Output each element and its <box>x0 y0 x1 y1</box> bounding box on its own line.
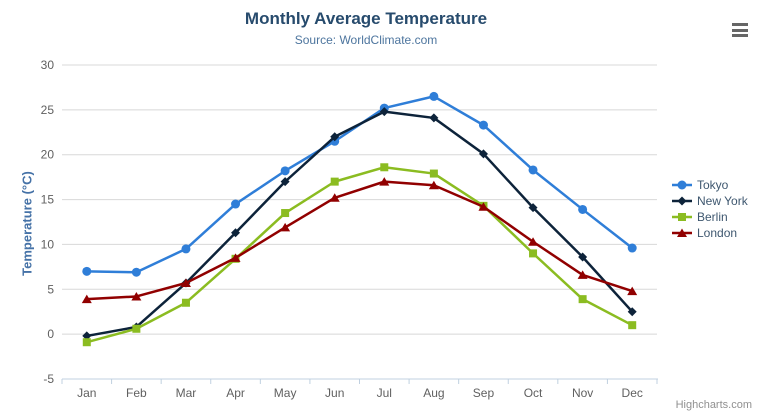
x-axis-tick-label: Nov <box>572 386 593 400</box>
series-tokyo <box>82 91 637 277</box>
x-axis-tick-label: Jan <box>77 386 96 400</box>
x-axis-tick-label: Mar <box>176 386 197 400</box>
legend-label: Berlin <box>697 210 728 224</box>
data-point-circle[interactable] <box>131 267 141 277</box>
data-point-square[interactable] <box>82 338 91 347</box>
data-point-diamond[interactable] <box>677 196 687 206</box>
x-axis-tick-label: May <box>274 386 297 400</box>
data-point-square[interactable] <box>529 249 538 258</box>
x-axis-tick-label: Jul <box>377 386 392 400</box>
data-point-triangle[interactable] <box>577 270 588 279</box>
data-point-triangle[interactable] <box>428 180 439 190</box>
data-point-diamond[interactable] <box>379 107 389 117</box>
data-point-circle[interactable] <box>478 120 488 130</box>
data-point-circle[interactable] <box>528 165 538 175</box>
data-point-square[interactable] <box>132 324 141 333</box>
series-line-berlin <box>85 166 634 344</box>
hamburger-menu-icon[interactable] <box>729 20 751 40</box>
x-axis-tick-label: Apr <box>226 386 245 400</box>
data-point-diamond[interactable] <box>429 113 439 123</box>
data-point-circle[interactable] <box>429 91 439 101</box>
data-point-circle[interactable] <box>280 166 290 176</box>
series-line-tokyo <box>85 95 634 274</box>
y-axis-tick-label: 30 <box>41 58 55 72</box>
data-point-diamond[interactable] <box>280 177 290 187</box>
data-point-triangle[interactable] <box>180 278 191 288</box>
y-axis-tick-label: 0 <box>47 327 54 341</box>
y-axis-tick-label: 5 <box>47 282 54 296</box>
data-point-square[interactable] <box>578 295 587 304</box>
series-new-york <box>82 107 637 341</box>
data-point-square[interactable] <box>429 169 438 178</box>
legend-item-berlin[interactable]: Berlin <box>672 209 748 225</box>
legend: Tokyo New York Berlin London <box>672 177 748 241</box>
x-axis-tick-label: Oct <box>524 386 543 400</box>
x-axis-tick-label: Aug <box>423 386 444 400</box>
data-point-triangle[interactable] <box>528 237 539 246</box>
legend-label: London <box>697 226 738 240</box>
y-axis-tick-label: 10 <box>41 237 55 251</box>
data-point-diamond[interactable] <box>478 149 488 159</box>
legend-item-tokyo[interactable]: Tokyo <box>672 177 748 193</box>
y-axis-tick-label: 15 <box>41 193 55 207</box>
data-point-diamond[interactable] <box>231 228 241 238</box>
series-london <box>81 177 638 304</box>
y-axis-tick-label: -5 <box>43 372 54 386</box>
data-point-triangle[interactable] <box>329 193 340 202</box>
data-point-square[interactable] <box>281 209 290 218</box>
data-point-square[interactable] <box>330 177 339 186</box>
data-point-circle[interactable] <box>82 266 92 276</box>
y-axis-tick-label: 20 <box>41 148 55 162</box>
data-point-triangle[interactable] <box>627 286 638 296</box>
data-point-square[interactable] <box>628 321 637 330</box>
legend-marker-square-icon <box>672 213 692 221</box>
x-axis-tick-label: Sep <box>473 386 495 400</box>
legend-item-new-york[interactable]: New York <box>672 193 748 209</box>
data-point-diamond[interactable] <box>528 203 538 213</box>
data-point-triangle[interactable] <box>379 177 390 186</box>
legend-label: New York <box>697 194 748 208</box>
hamburger-bar <box>732 23 748 26</box>
legend-marker-diamond-icon <box>672 196 692 206</box>
data-point-circle[interactable] <box>677 180 687 190</box>
x-axis-tick-label: Feb <box>126 386 147 400</box>
data-point-triangle[interactable] <box>81 294 92 304</box>
x-axis-tick-label: Jun <box>325 386 344 400</box>
series-line-london <box>85 180 634 301</box>
data-point-triangle[interactable] <box>478 202 489 211</box>
data-point-circle[interactable] <box>181 244 191 254</box>
data-point-triangle[interactable] <box>131 291 142 301</box>
data-point-triangle[interactable] <box>677 228 687 238</box>
data-point-triangle[interactable] <box>280 222 291 232</box>
chart-subtitle: Source: WorldClimate.com <box>294 33 438 47</box>
data-point-diamond[interactable] <box>627 307 637 317</box>
chart-title: Monthly Average Temperature <box>244 9 488 28</box>
data-point-diamond[interactable] <box>330 132 340 142</box>
data-point-diamond[interactable] <box>578 252 588 262</box>
y-axis-title: Temperature (°C) <box>19 171 35 276</box>
data-point-square[interactable] <box>678 213 686 221</box>
legend-marker-circle-icon <box>672 180 692 190</box>
legend-marker-triangle-icon <box>672 228 692 238</box>
y-axis-tick-label: 25 <box>41 103 55 117</box>
hamburger-bar <box>732 34 748 37</box>
x-axis-tick-label: Dec <box>622 386 643 400</box>
hamburger-bar <box>732 28 748 32</box>
data-point-circle[interactable] <box>627 243 637 253</box>
data-point-square[interactable] <box>380 163 389 172</box>
data-point-circle[interactable] <box>578 204 588 214</box>
data-point-diamond[interactable] <box>82 331 92 341</box>
highcharts-credits-link[interactable]: Highcharts.com <box>675 399 752 411</box>
data-point-triangle[interactable] <box>230 253 241 262</box>
legend-label: Tokyo <box>697 178 729 192</box>
data-point-square[interactable] <box>181 298 190 307</box>
series-line-new-york <box>85 110 634 338</box>
data-point-circle[interactable] <box>231 199 241 209</box>
legend-item-london[interactable]: London <box>672 225 748 241</box>
